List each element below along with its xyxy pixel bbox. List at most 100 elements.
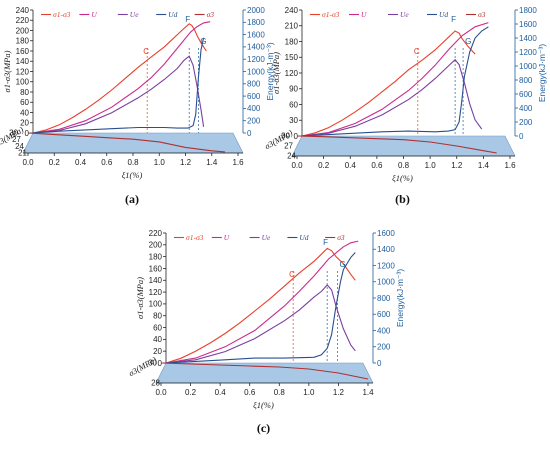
y-axis-label: σ1-σ3(MPa): [271, 52, 281, 94]
series-line-4: [160, 362, 369, 380]
y-tick-label: 60: [20, 98, 29, 107]
sigma3-tick-label: 30: [9, 129, 18, 138]
y-tick-label: 60: [289, 100, 298, 109]
chart-panel-c: 0.0 0.2 0.4 0.6 0.8 1.0 1.2 1.4 ξ1(%) 0 20 40 60 80 10…: [127, 229, 405, 435]
x-tick-label: 1.2: [451, 161, 463, 170]
y-tick-label: 200: [16, 26, 30, 35]
legend-label: Ud: [299, 233, 308, 242]
y2-tick-label: 200: [377, 343, 391, 352]
x-tick-label: 0.6: [244, 388, 256, 397]
sigma3-tick-label: 28: [151, 379, 160, 388]
y2-axis-label: Energy(kJ·m⁻³): [537, 44, 547, 102]
y2-tick-label: 800: [519, 76, 533, 85]
y2-tick-label: 1000: [247, 67, 265, 76]
x-tick-label: 1.4: [206, 158, 218, 167]
y2-tick-label: 1800: [519, 6, 537, 15]
x-tick-label: 0.2: [185, 388, 197, 397]
series-line-3: [32, 37, 205, 134]
y-tick-label: 220: [149, 229, 163, 238]
y2-axis-label: Energy(kJ·m⁻³): [395, 269, 405, 327]
series-line-2: [32, 55, 205, 134]
x-tick-label: 1.0: [154, 158, 166, 167]
sigma3-tick-label: 27: [12, 135, 21, 144]
y-tick-label: 0: [25, 129, 30, 138]
x-tick-label: 1.2: [333, 388, 345, 397]
series-line-0: [165, 247, 356, 364]
legend-label: σ1-σ3: [53, 10, 71, 19]
series-line-1: [32, 21, 211, 134]
y-tick-label: 140: [16, 57, 30, 66]
y2-tick-label: 1200: [519, 48, 537, 57]
y-axis-label: σ1-σ3(MPa): [2, 50, 12, 92]
marker-label-G: G: [200, 37, 206, 46]
marker-label-C: C: [289, 270, 295, 279]
x-tick-label: 0.4: [75, 158, 87, 167]
sigma3-tick-label: 24: [15, 142, 24, 151]
series-line-4: [27, 132, 225, 153]
y-tick-label: 120: [16, 67, 30, 76]
x-tick-label: 0.8: [127, 158, 139, 167]
series-line-2: [165, 284, 356, 364]
y-tick-label: 180: [149, 252, 163, 261]
x-tick-label: 0.4: [345, 161, 357, 170]
y2-tick-label: 1600: [377, 229, 395, 238]
y-tick-label: 120: [149, 288, 163, 297]
x-axis-label: ξ1(%): [392, 173, 413, 183]
y2-tick-label: 0: [247, 129, 252, 138]
legend-label: Ue: [400, 10, 409, 19]
y-tick-label: 160: [149, 264, 163, 273]
x-tick-label: 1.6: [504, 161, 516, 170]
y-tick-label: 20: [153, 347, 162, 356]
series-line-1: [165, 240, 359, 364]
x-tick-label: 0.0: [291, 161, 303, 170]
series-line-3: [165, 252, 356, 364]
x-tick-label: 0.6: [371, 161, 383, 170]
sigma3-tick-label: 27: [284, 142, 293, 151]
x-tick-label: 0.0: [22, 158, 34, 167]
y2-tick-label: 2000: [247, 6, 265, 15]
legend-label: σ1-σ3: [322, 10, 340, 19]
x-tick-label: 1.2: [180, 158, 192, 167]
x-tick-label: 0.2: [318, 161, 330, 170]
y2-tick-label: 1200: [377, 261, 395, 270]
y2-tick-label: 1400: [519, 34, 537, 43]
legend-label: Ud: [439, 10, 448, 19]
y2-tick-label: 400: [247, 104, 261, 113]
series-line-0: [301, 30, 476, 137]
marker-label-C: C: [414, 47, 420, 56]
y2-tick-label: 800: [247, 80, 261, 89]
legend-label: σ3: [478, 10, 486, 19]
y-tick-label: 60: [153, 323, 162, 332]
legend-label: U: [91, 10, 97, 19]
y2-tick-label: 1200: [247, 55, 265, 64]
x-tick-label: 1.4: [478, 161, 490, 170]
y-tick-label: 40: [153, 335, 162, 344]
y2-tick-label: 1600: [519, 20, 537, 29]
y-tick-label: 30: [289, 116, 298, 125]
y2-axis-label: Energy(kJ·m⁻³): [265, 42, 275, 100]
y2-tick-label: 1400: [377, 245, 395, 254]
x-tick-label: 0.4: [215, 388, 227, 397]
x-tick-label: 1.0: [425, 161, 437, 170]
marker-label-G: G: [340, 260, 346, 269]
x-tick-label: 0.0: [155, 388, 167, 397]
y-axis-label: σ1-σ3(MPa): [135, 277, 145, 319]
y-tick-label: 90: [289, 85, 298, 94]
x-tick-label: 0.8: [398, 161, 410, 170]
y-tick-label: 200: [149, 241, 163, 250]
series-line-2: [301, 58, 483, 137]
y-tick-label: 100: [149, 300, 163, 309]
y2-tick-label: 1000: [519, 62, 537, 71]
legend-label: σ3: [337, 233, 345, 242]
y-tick-label: 20: [20, 119, 29, 128]
sigma3-tick-label: 24: [287, 152, 296, 161]
y-tick-label: 40: [20, 108, 29, 117]
panel-caption: (c): [257, 421, 270, 435]
legend-label: Ud: [168, 10, 177, 19]
x-tick-label: 0.6: [101, 158, 113, 167]
marker-label-F: F: [451, 15, 456, 24]
y2-tick-label: 400: [377, 326, 391, 335]
panel-caption: (a): [125, 192, 139, 206]
y2-tick-label: 0: [519, 132, 524, 141]
